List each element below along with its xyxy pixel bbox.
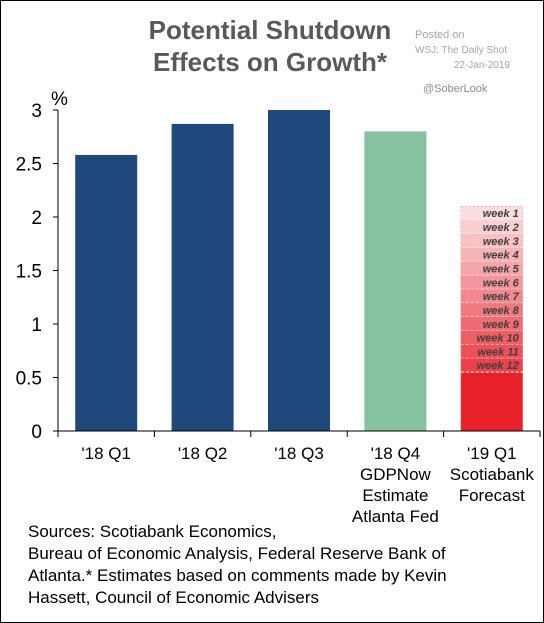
bar bbox=[268, 110, 330, 431]
title-line-1: Potential Shutdown bbox=[148, 15, 392, 45]
week-label: week 8 bbox=[483, 305, 520, 317]
bar-week-segment bbox=[460, 233, 523, 248]
bar bbox=[171, 123, 234, 431]
posted-line-3: 22-Jan-2019 bbox=[453, 60, 510, 71]
y-tick-label: 3 bbox=[31, 101, 42, 122]
bar-week-segment bbox=[460, 316, 523, 331]
bar-week-segment bbox=[460, 303, 523, 317]
x-tick-label: '18 Q1 bbox=[81, 444, 131, 463]
bar bbox=[364, 131, 427, 431]
sources-line-4: Hassett, Council of Economic Advisers bbox=[28, 588, 320, 607]
week-label: week 7 bbox=[483, 291, 520, 303]
week-label: week 6 bbox=[483, 277, 520, 289]
week-label: week 9 bbox=[483, 319, 520, 331]
handle-text: @SoberLook bbox=[423, 83, 488, 95]
sources-note: Sources: Scotiabank Economics, Bureau of… bbox=[28, 521, 528, 609]
y-unit-label: % bbox=[51, 89, 68, 110]
sources-line-3: Atlanta.* Estimates based on comments ma… bbox=[28, 566, 447, 585]
x-tick-label: '18 Q4 bbox=[371, 444, 421, 463]
x-tick-label: GDPNow bbox=[360, 465, 432, 484]
bar-base-segment bbox=[460, 372, 523, 431]
bar-week-segment bbox=[460, 247, 523, 262]
axes-group: 0 0.5 1 1.5 2 2.5 3% '18 Q1 '18 Q2 '18 Q3 '18 Q4 GD… bbox=[16, 89, 541, 526]
bar-week-segment bbox=[460, 275, 523, 290]
week-label: week 3 bbox=[483, 236, 519, 248]
sources-line-1: Sources: Scotiabank Economics, bbox=[28, 522, 277, 541]
bar-week-segment bbox=[460, 358, 523, 373]
y-tick-label: 0.5 bbox=[16, 369, 42, 390]
x-tick-label: '18 Q2 bbox=[178, 444, 228, 463]
x-tick-label: '18 Q3 bbox=[274, 444, 324, 463]
x-tick-label: Estimate bbox=[362, 486, 428, 505]
week-label: week 5 bbox=[483, 263, 520, 275]
chart-title: Potential Shutdown Effects on Growth* bbox=[120, 14, 420, 78]
week-label: week 12 bbox=[477, 360, 519, 372]
posted-line-2: WSJ: The Daily Shot bbox=[415, 45, 508, 56]
week-label: week 11 bbox=[477, 346, 518, 358]
bar-week-segment bbox=[460, 261, 523, 276]
y-tick-label: 1 bbox=[31, 315, 42, 336]
bar-week-segment bbox=[460, 206, 523, 221]
bar-week-segment bbox=[460, 344, 523, 359]
posted-note: Posted on WSJ: The Daily Shot 22-Jan-201… bbox=[415, 28, 515, 73]
x-tick-label: Atlanta Fed bbox=[352, 507, 439, 526]
bar-week-segment bbox=[460, 220, 523, 234]
bar bbox=[75, 154, 138, 431]
x-tick-label: Forecast bbox=[459, 486, 525, 505]
bar-week-segment bbox=[460, 330, 523, 345]
week-label: week 4 bbox=[483, 250, 519, 262]
y-tick-label: 2.5 bbox=[16, 155, 42, 176]
week-label: week 1 bbox=[483, 208, 519, 220]
x-tick-label: Scotiabank bbox=[450, 465, 535, 484]
title-line-2: Effects on Growth* bbox=[152, 47, 387, 77]
y-tick-label: 0 bbox=[31, 422, 42, 443]
bar-week-segment bbox=[460, 289, 523, 304]
y-tick-label: 1.5 bbox=[16, 262, 42, 283]
week-label: week 2 bbox=[483, 222, 519, 234]
posted-line-1: Posted on bbox=[415, 29, 465, 41]
x-tick-label: '19 Q1 bbox=[467, 444, 517, 463]
y-tick-label: 2 bbox=[31, 208, 42, 229]
week-label: week 10 bbox=[477, 333, 520, 345]
sources-line-2: Bureau of Economic Analysis, Federal Res… bbox=[28, 544, 446, 563]
